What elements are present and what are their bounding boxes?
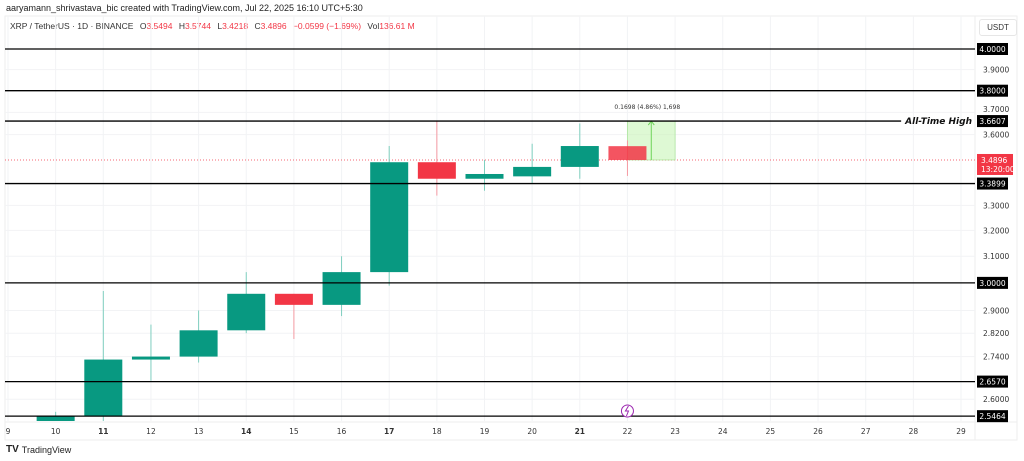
candle-body <box>465 173 504 179</box>
candle-body <box>370 162 409 273</box>
candle-body <box>513 166 552 177</box>
x-tick-label: 17 <box>384 427 394 436</box>
tradingview-brand: TV TradingView <box>6 444 71 455</box>
x-tick-label: 29 <box>956 427 966 436</box>
close-label: C <box>254 21 261 31</box>
candle-body <box>608 146 647 160</box>
x-tick-label: 19 <box>480 427 490 436</box>
level-price-tag <box>977 115 1008 128</box>
x-tick-label: 27 <box>861 427 871 436</box>
symbol-name[interactable]: XRP / TetherUS · 1D · BINANCE <box>10 21 134 31</box>
bar-countdown-label: 13:20:00 <box>981 165 1015 174</box>
y-tick-label: 3.9000 <box>983 66 1009 75</box>
y-tick-label: 3.1000 <box>983 252 1009 261</box>
x-tick-label: 9 <box>6 427 11 436</box>
x-tick-label: 22 <box>623 427 633 436</box>
candle-body <box>84 359 123 417</box>
x-tick-label: 26 <box>813 427 823 436</box>
level-price-label: 4.0000 <box>979 45 1005 54</box>
x-tick-label: 21 <box>575 427 585 436</box>
x-tick-label: 10 <box>51 427 61 436</box>
y-tick-label: 3.6000 <box>983 131 1009 140</box>
open-value: 3.5494 <box>146 21 173 31</box>
x-tick-label: 20 <box>527 427 537 436</box>
all-time-high-annotation: All-Time High <box>904 117 972 127</box>
y-tick-label: 3.7000 <box>983 105 1009 114</box>
chart-frame <box>4 15 1018 441</box>
plot-area <box>5 120 975 421</box>
level-price-tag <box>977 177 1008 190</box>
level-price-tag <box>977 43 1008 55</box>
level-price-label: 3.3899 <box>979 180 1005 189</box>
candle-body <box>560 146 599 167</box>
y-tick-label: 2.9000 <box>983 306 1009 315</box>
candle-body <box>179 330 218 357</box>
close-value: 3.4896 <box>260 21 287 31</box>
x-tick-label: 25 <box>766 427 776 436</box>
measure-label: 0.1698 (4.86%) 1,698 <box>614 104 680 111</box>
level-price-label: 3.8000 <box>979 87 1005 96</box>
currency-selector[interactable]: USDT <box>979 19 1017 36</box>
tradingview-logo-icon: TV <box>6 444 19 455</box>
high-value: 3.5744 <box>184 21 211 31</box>
x-tick-label: 24 <box>718 427 728 436</box>
x-tick-label: 12 <box>146 427 156 436</box>
x-tick-label: 23 <box>670 427 680 436</box>
y-tick-label: 3.3000 <box>983 201 1009 210</box>
symbol-legend: XRP / TetherUS · 1D · BINANCE O3.5494 H3… <box>10 21 419 31</box>
y-tick-label: 2.6000 <box>983 395 1009 404</box>
open-label: O <box>139 21 147 31</box>
x-tick-label: 14 <box>241 427 251 436</box>
high-label: H <box>178 21 185 31</box>
level-price-tag <box>977 276 1008 289</box>
chart-credit: aaryamann_shrivastava_bic created with T… <box>6 3 363 13</box>
y-tick-label: 2.8200 <box>983 329 1009 338</box>
low-value: 3.4218 <box>222 21 249 31</box>
change-value: −0.0599 (−1.69%) <box>292 21 362 31</box>
brand-name: TradingView <box>21 444 72 455</box>
level-price-tag <box>977 375 1008 388</box>
level-price-label: 2.5464 <box>979 412 1005 421</box>
y-tick-label: 3.2000 <box>983 226 1009 235</box>
level-price-label: 3.6607 <box>979 117 1005 126</box>
x-tick-label: 28 <box>909 427 919 436</box>
last-price-label: 3.4896 <box>981 156 1007 165</box>
low-label: L <box>217 21 223 31</box>
level-price-label: 2.6570 <box>979 378 1005 387</box>
x-tick-label: 15 <box>289 427 299 436</box>
candle-body <box>322 272 361 305</box>
y-tick-label: 2.7400 <box>983 353 1009 362</box>
candle-body <box>131 356 170 360</box>
level-price-tag <box>977 84 1008 97</box>
level-price-tag <box>977 410 1008 423</box>
candle-body <box>227 293 266 331</box>
candle-body <box>36 416 75 421</box>
x-tick-label: 16 <box>337 427 347 436</box>
x-tick-label: 11 <box>98 427 108 436</box>
level-price-label: 3.0000 <box>979 279 1005 288</box>
candle-body <box>417 162 456 179</box>
volume-label: Vol <box>367 21 380 31</box>
x-tick-label: 13 <box>194 427 204 436</box>
last-price-tag <box>977 153 1013 175</box>
candle-body <box>274 293 313 305</box>
lightning-bolt-icon <box>624 405 630 417</box>
x-tick-label: 18 <box>432 427 442 436</box>
volume-value: 136.61 M <box>379 21 415 31</box>
